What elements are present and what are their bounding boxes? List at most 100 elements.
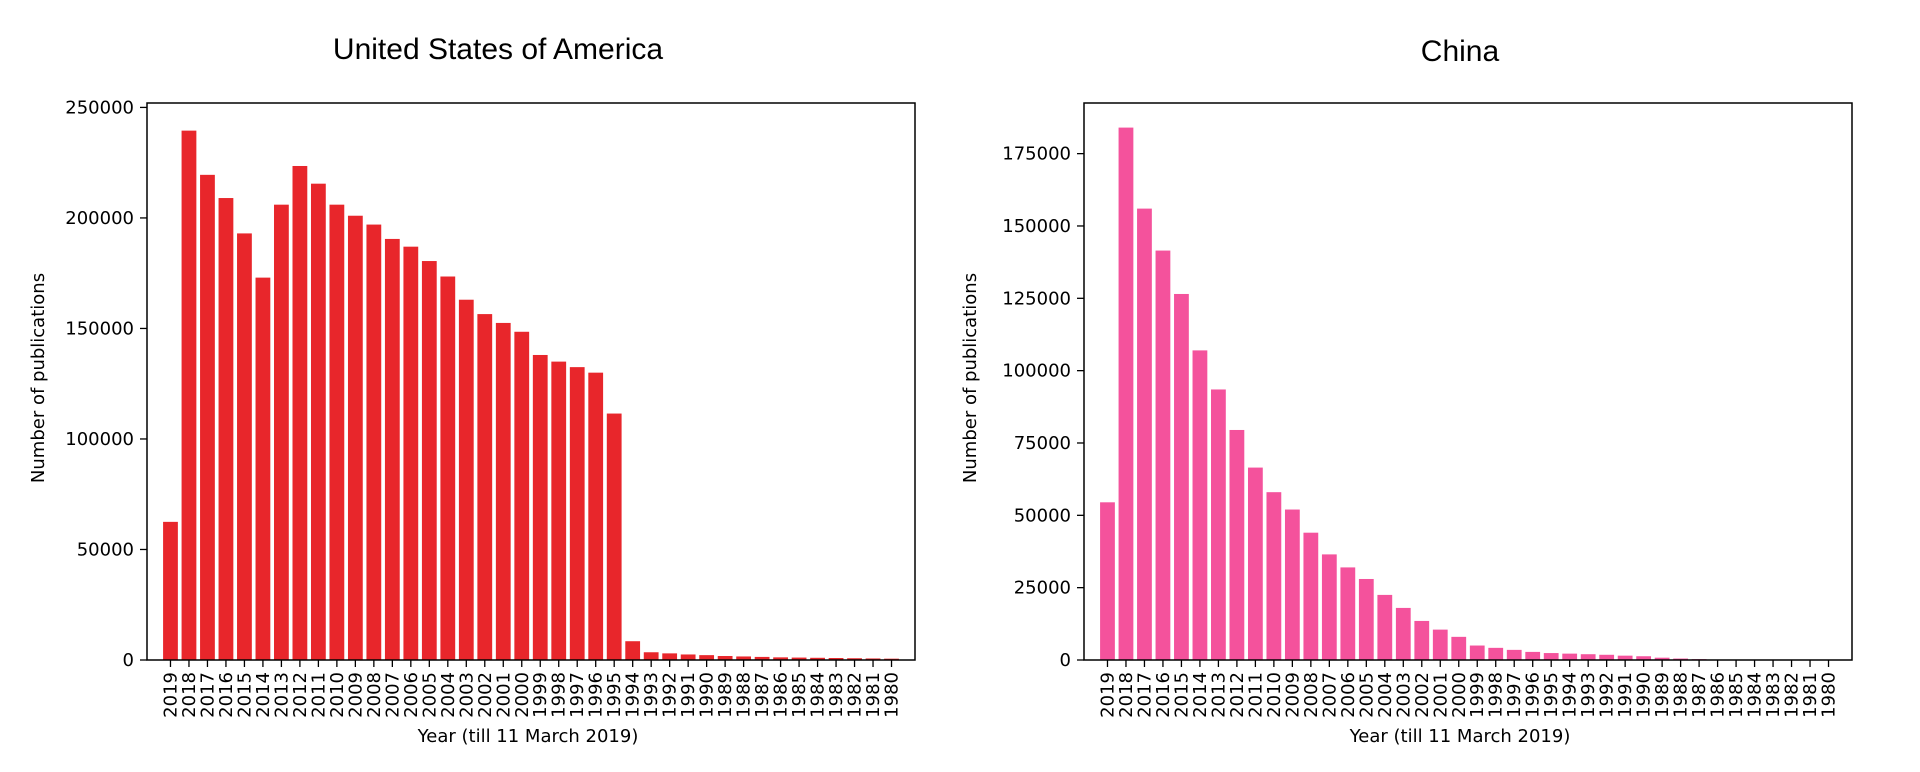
bar-2011: [1247, 467, 1263, 660]
bar-2018: [1118, 127, 1134, 661]
y-axis-label: Number of publications: [960, 273, 981, 483]
chart-china: China Number of publications Year (till …: [960, 35, 1853, 747]
x-tick-label: 2011: [1245, 672, 1266, 718]
x-tick-label: 2007: [1319, 672, 1340, 718]
bar-2001: [495, 322, 511, 660]
bar-2002: [477, 314, 493, 660]
x-tick-label: 1983: [1763, 672, 1784, 718]
x-tick-label: 1992: [660, 672, 681, 718]
x-tick-label: 2001: [1430, 672, 1451, 718]
x-tick-label: 1981: [863, 672, 884, 718]
x-tick-label: 1991: [678, 672, 699, 718]
x-tick-label: 1986: [771, 672, 792, 718]
bar-2011: [310, 183, 326, 660]
x-tick-label: 2005: [419, 672, 440, 718]
bar-2008: [366, 224, 382, 660]
x-ticks: 2019201820172016201520142013201220112010…: [160, 660, 903, 718]
x-tick-label: 2019: [160, 672, 181, 718]
x-tick-label: 1999: [530, 672, 551, 718]
bar-1990: [1636, 656, 1652, 660]
bar-2018: [181, 130, 197, 660]
bar-group: [163, 130, 899, 661]
bar-2019: [1100, 502, 1115, 660]
x-tick-label: 2006: [1338, 672, 1359, 718]
y-tick-label: 250000: [65, 97, 134, 118]
x-tick-label: 1987: [752, 672, 773, 718]
x-tick-label: 1984: [1745, 672, 1766, 718]
x-tick-label: 1990: [697, 672, 718, 718]
x-tick-label: 2001: [493, 672, 514, 718]
x-tick-label: 2008: [1301, 672, 1322, 718]
bar-1995: [606, 413, 622, 660]
bar-2008: [1303, 532, 1319, 660]
bar-2014: [1192, 350, 1208, 660]
y-tick-label: 200000: [65, 208, 134, 229]
x-tick-label: 1988: [1671, 672, 1692, 718]
bar-1998: [1488, 647, 1504, 660]
bar-1991: [680, 654, 696, 660]
bar-2010: [329, 204, 345, 661]
y-tick-label: 0: [123, 650, 134, 671]
bar-2004: [1377, 594, 1393, 660]
y-tick-label: 50000: [77, 539, 134, 560]
x-tick-label: 2014: [253, 672, 274, 718]
bar-2016: [218, 198, 234, 661]
x-tick-label: 2000: [1449, 672, 1470, 718]
x-tick-label: 2008: [364, 672, 385, 718]
x-tick-label: 2009: [345, 672, 366, 718]
x-tick-label: 1991: [1615, 672, 1636, 718]
bar-2012: [292, 165, 308, 661]
y-tick-label: 25000: [1014, 578, 1071, 599]
bar-1983: [828, 658, 844, 660]
x-tick-label: 1989: [1652, 672, 1673, 718]
x-tick-label: 2004: [1375, 672, 1396, 718]
x-tick-label: 1981: [1800, 672, 1821, 718]
bar-2006: [403, 246, 419, 661]
bar-1994: [1562, 653, 1578, 660]
plot-frame: [146, 102, 916, 661]
x-tick-label: 1982: [845, 672, 866, 718]
chart-usa: United States of America Number of publi…: [28, 33, 916, 747]
x-tick-label: 2016: [216, 672, 237, 718]
x-tick-label: 1984: [808, 672, 829, 718]
bar-2019: [163, 521, 178, 660]
x-ticks: 2019201820172016201520142013201220112010…: [1097, 660, 1840, 718]
x-tick-label: 2015: [1171, 672, 1192, 718]
x-tick-label: 2015: [234, 672, 255, 718]
x-tick-label: 2018: [1116, 672, 1137, 718]
bar-2010: [1266, 492, 1282, 660]
bar-2006: [1340, 567, 1356, 660]
x-tick-label: 2009: [1282, 672, 1303, 718]
x-tick-label: 1994: [623, 672, 644, 718]
x-tick-label: 1985: [1726, 672, 1747, 718]
bar-1999: [1469, 645, 1485, 660]
bar-1998: [551, 361, 567, 660]
x-tick-label: 2013: [1208, 672, 1229, 718]
y-ticks: 0 50000 100000 150000 200000 250000: [65, 97, 147, 671]
x-tick-label: 2000: [512, 672, 533, 718]
bar-2014: [255, 277, 271, 660]
x-tick-label: 1998: [1486, 672, 1507, 718]
y-tick-label: 125000: [1002, 288, 1071, 309]
bar-1985: [791, 657, 807, 660]
bar-group: [1100, 127, 1836, 661]
bar-2005: [1358, 578, 1374, 660]
x-tick-label: 2016: [1153, 672, 1174, 718]
x-tick-label: 1993: [641, 672, 662, 718]
x-tick-label: 1994: [1560, 672, 1581, 718]
bar-2009: [1284, 509, 1300, 660]
bar-1999: [532, 354, 548, 660]
bar-1992: [662, 653, 678, 660]
y-ticks: 0 25000 50000 75000 100000 125000 150000 175000: [1002, 144, 1084, 671]
bar-1987: [754, 656, 770, 660]
x-tick-label: 2007: [382, 672, 403, 718]
x-tick-label: 2012: [1227, 672, 1248, 718]
x-tick-label: 1987: [1689, 672, 1710, 718]
x-tick-label: 2002: [475, 672, 496, 718]
bar-2017: [1137, 208, 1152, 661]
chart-title: United States of America: [333, 33, 663, 66]
bar-1994: [625, 641, 641, 660]
bar-2013: [274, 204, 289, 661]
bar-2007: [384, 238, 400, 660]
x-tick-label: 1999: [1467, 672, 1488, 718]
